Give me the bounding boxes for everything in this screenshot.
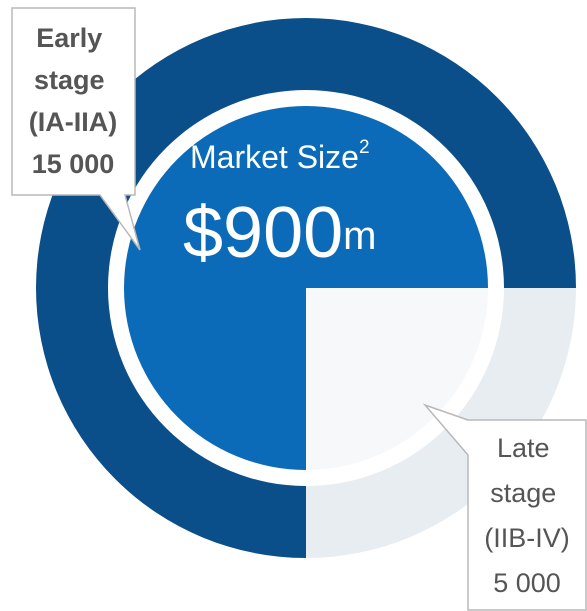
footnote-mark: 2 — [359, 137, 370, 158]
category-label: Early stage (IA-IIA) — [29, 23, 117, 137]
donut — [36, 18, 576, 558]
value-label: 5 000 — [493, 568, 561, 598]
pie-segment — [306, 288, 488, 470]
center-title-text: Market Size — [190, 139, 359, 175]
callout-box — [11, 7, 141, 251]
inner-pie — [124, 106, 488, 470]
value-label: 15 000 — [32, 149, 115, 179]
category-label: Late stage (IIB-IV) — [484, 433, 570, 553]
callout-box — [422, 403, 587, 611]
donut-segment — [306, 288, 576, 558]
center-title: Market Size2 — [190, 137, 370, 175]
center-value: $900m — [183, 193, 377, 273]
